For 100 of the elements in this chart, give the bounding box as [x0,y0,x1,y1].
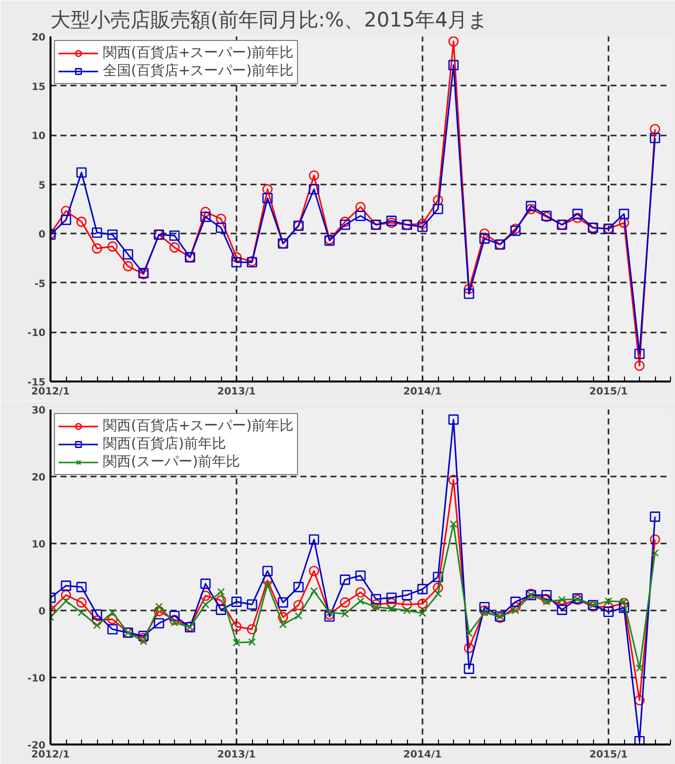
point [450,520,458,528]
point [356,597,364,605]
point [386,598,397,608]
point [402,599,412,610]
point [432,194,444,206]
point [262,184,273,194]
point [60,580,72,591]
x-tick-label: 2014/1 [403,750,442,760]
point [108,608,116,616]
point [479,228,490,239]
point [107,229,118,240]
point [479,605,490,616]
legend-label: 関西(百貨店+スーパー)前年比 [103,417,294,435]
point [155,602,163,610]
point [512,606,520,614]
point [93,621,101,630]
point [370,599,382,610]
point [355,587,366,598]
point [465,629,473,638]
y-tick-label: -10 [27,674,46,684]
point [200,206,211,218]
point [464,284,474,294]
point [341,610,349,618]
point [372,603,380,611]
point [526,204,536,214]
point [262,566,273,576]
point [556,604,568,615]
point [650,132,660,144]
point [308,534,320,545]
point [232,638,240,646]
point [432,572,444,582]
x-tick-label: 2014/1 [403,386,442,398]
y-tick-label: 10 [32,131,46,142]
y-tick-label: 5 [38,180,46,192]
point [122,261,134,272]
point [386,592,397,603]
point [293,600,304,610]
point [603,606,614,617]
point [107,624,118,634]
point [202,600,210,608]
point [76,582,87,592]
point [92,243,102,254]
point [76,597,87,608]
y-tick-label: 0 [38,230,46,241]
point [262,575,273,586]
point [650,124,660,134]
point [464,664,474,674]
point [76,167,87,178]
point [326,608,334,616]
point [651,549,659,557]
point [169,610,180,622]
point [448,60,459,70]
point [432,582,444,593]
point [526,200,536,212]
y-tick-label: 20 [32,32,46,44]
point [200,578,211,589]
point [618,598,630,608]
point [154,606,164,616]
point [355,210,366,222]
point [604,597,612,605]
point [618,218,630,228]
y-tick-label: -15 [27,378,46,388]
point [542,598,550,606]
point [403,606,411,614]
point [572,208,583,220]
point [310,587,318,595]
point [122,249,134,260]
y-tick-label: 15 [32,82,46,93]
point [340,574,350,585]
point [355,202,366,212]
point [650,512,660,522]
point [340,220,350,230]
point [464,642,474,654]
point [217,588,225,596]
point [510,602,521,612]
point [308,184,320,194]
point [479,233,490,244]
y-tick-label: 20 [32,472,46,484]
point [340,216,350,227]
x-tick-label: 2013/1 [217,750,256,760]
point [417,218,428,229]
point [200,590,211,601]
point [308,566,320,576]
x-tick-label: 2012/1 [31,750,70,760]
legend-label: 関西(百貨店)前年比 [103,435,226,453]
legend-label: 全国(百貨店+スーパー)前年比 [103,62,294,80]
point [294,612,302,620]
legend-label: 関西(百貨店+スーパー)前年比 [103,44,294,62]
point [92,609,102,620]
point [618,602,630,613]
point [541,590,552,600]
point [170,618,178,626]
point [434,590,442,598]
point [448,36,459,47]
point [246,624,258,634]
point [432,204,444,214]
point [264,580,272,588]
point [479,602,490,612]
point [340,597,350,608]
point [231,596,242,607]
